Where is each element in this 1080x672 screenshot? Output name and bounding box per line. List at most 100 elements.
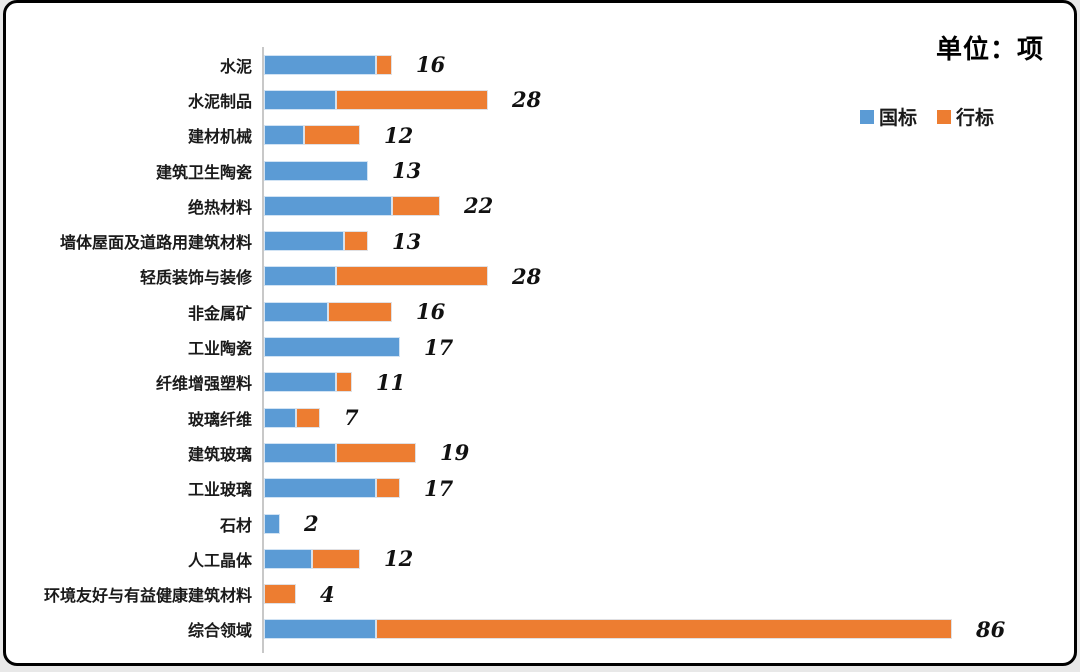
value-label: 19 — [440, 440, 470, 466]
value-label: 13 — [392, 158, 422, 184]
category-label: 建筑卫生陶瓷 — [155, 164, 252, 182]
bar-row: 工业陶瓷 17 — [6, 329, 1074, 364]
category-label: 水泥制品 — [187, 93, 252, 111]
value-label: 16 — [416, 299, 446, 325]
bar-segment-guobiao — [264, 478, 376, 499]
bar-segment-hangbiao — [376, 54, 392, 75]
category-label: 轻质装饰与装修 — [139, 270, 252, 288]
bar-row: 墙体屋面及道路用建筑材料 13 — [6, 223, 1074, 258]
bar-segment-guobiao — [264, 337, 400, 358]
bar-segment-guobiao — [264, 548, 312, 569]
bar-segment-guobiao — [264, 301, 328, 322]
category-label: 综合领域 — [187, 623, 252, 641]
bar-segment-guobiao — [264, 125, 304, 146]
bar-segment-hangbiao — [336, 442, 416, 463]
bar-row: 水泥 16 — [6, 47, 1074, 82]
bar-row: 工业玻璃 17 — [6, 471, 1074, 506]
bar-segment-guobiao — [264, 372, 336, 393]
bar-row: 人工晶体 12 — [6, 541, 1074, 576]
legend-label-guobiao: 国标 — [878, 108, 917, 129]
bar-row: 绝热材料 22 — [6, 188, 1074, 223]
legend-item-guobiao: 国标 — [859, 103, 917, 130]
bar-track: 13 — [264, 158, 422, 184]
bar-segment-hangbiao — [336, 266, 488, 287]
bar-row: 环境友好与有益健康建筑材料 4 — [6, 576, 1074, 611]
legend: 国标 行标 — [859, 103, 994, 130]
category-label: 水泥 — [219, 58, 252, 76]
bar-row: 建筑玻璃 19 — [6, 435, 1074, 470]
bar-segment-guobiao — [264, 619, 376, 640]
category-label: 墙体屋面及道路用建筑材料 — [59, 235, 252, 253]
bar-track: 7 — [264, 405, 359, 431]
category-label: 工业玻璃 — [187, 482, 252, 500]
bar-row: 玻璃纤维 7 — [6, 400, 1074, 435]
value-label: 7 — [344, 405, 359, 431]
value-label: 12 — [384, 122, 414, 148]
bar-segment-guobiao — [264, 513, 280, 534]
bar-track: 86 — [264, 616, 1006, 642]
bar-track: 16 — [264, 52, 446, 78]
category-label: 建筑玻璃 — [187, 446, 252, 464]
value-label: 17 — [424, 475, 454, 501]
bar-row: 轻质装饰与装修 28 — [6, 259, 1074, 294]
bar-segment-guobiao — [264, 54, 376, 75]
bar-row: 水泥制品 28 — [6, 82, 1074, 117]
category-label: 建材机械 — [187, 129, 252, 147]
bar-track: 4 — [264, 581, 335, 607]
bar-segment-hangbiao — [264, 584, 296, 605]
bar-track: 11 — [264, 369, 406, 395]
chart-page: 单位：项 国标 行标 水泥 16 水泥制品 28 建材机械 — [3, 0, 1077, 666]
bar-segment-hangbiao — [336, 372, 352, 393]
bar-track: 12 — [264, 546, 414, 572]
bar-segment-hangbiao — [392, 195, 440, 216]
value-label: 12 — [384, 546, 414, 572]
chart-unit-title: 单位：项 — [935, 34, 1044, 64]
bar-segment-hangbiao — [296, 407, 320, 428]
value-label: 13 — [392, 228, 422, 254]
value-label: 28 — [512, 87, 542, 113]
legend-swatch-orange-icon — [936, 109, 951, 124]
category-label: 纤维增强塑料 — [155, 376, 252, 394]
bar-segment-hangbiao — [336, 89, 488, 110]
bar-track: 19 — [264, 440, 470, 466]
y-axis-line — [262, 47, 264, 653]
bar-segment-hangbiao — [344, 231, 368, 252]
bar-segment-guobiao — [264, 407, 296, 428]
value-label: 28 — [512, 263, 542, 289]
legend-label-hangbiao: 行标 — [955, 108, 994, 129]
bar-segment-guobiao — [264, 442, 336, 463]
value-label: 22 — [464, 193, 494, 219]
value-label: 11 — [376, 369, 406, 395]
bar-segment-guobiao — [264, 231, 344, 252]
bar-segment-hangbiao — [376, 619, 952, 640]
value-label: 16 — [416, 52, 446, 78]
category-label: 工业陶瓷 — [187, 341, 252, 359]
bar-segment-guobiao — [264, 160, 368, 181]
bar-track: 28 — [264, 87, 542, 113]
bar-row: 综合领域 86 — [6, 612, 1074, 647]
bar-segment-hangbiao — [312, 548, 360, 569]
value-label: 2 — [304, 511, 319, 536]
value-label: 4 — [320, 581, 335, 607]
legend-swatch-blue-icon — [859, 109, 874, 124]
bar-row: 建筑卫生陶瓷 13 — [6, 153, 1074, 188]
bar-rows-container: 水泥 16 水泥制品 28 建材机械 12 建筑卫生陶瓷 13 绝热材料 — [6, 47, 1074, 647]
category-label: 玻璃纤维 — [187, 411, 252, 429]
bar-segment-hangbiao — [304, 125, 360, 146]
category-label: 石材 — [219, 517, 252, 535]
bar-track: 13 — [264, 228, 422, 254]
bar-track: 28 — [264, 263, 542, 289]
legend-item-hangbiao: 行标 — [936, 103, 994, 130]
value-label: 86 — [976, 616, 1006, 642]
bar-track: 16 — [264, 299, 446, 325]
value-label: 17 — [424, 334, 454, 360]
bar-segment-guobiao — [264, 89, 336, 110]
category-label: 环境友好与有益健康建筑材料 — [43, 588, 252, 606]
category-label: 绝热材料 — [187, 199, 252, 217]
bar-row: 石材 2 — [6, 506, 1074, 541]
bar-track: 17 — [264, 475, 454, 501]
bar-track: 22 — [264, 193, 494, 219]
bar-segment-guobiao — [264, 266, 336, 287]
bar-segment-hangbiao — [376, 478, 400, 499]
bar-track: 17 — [264, 334, 454, 360]
